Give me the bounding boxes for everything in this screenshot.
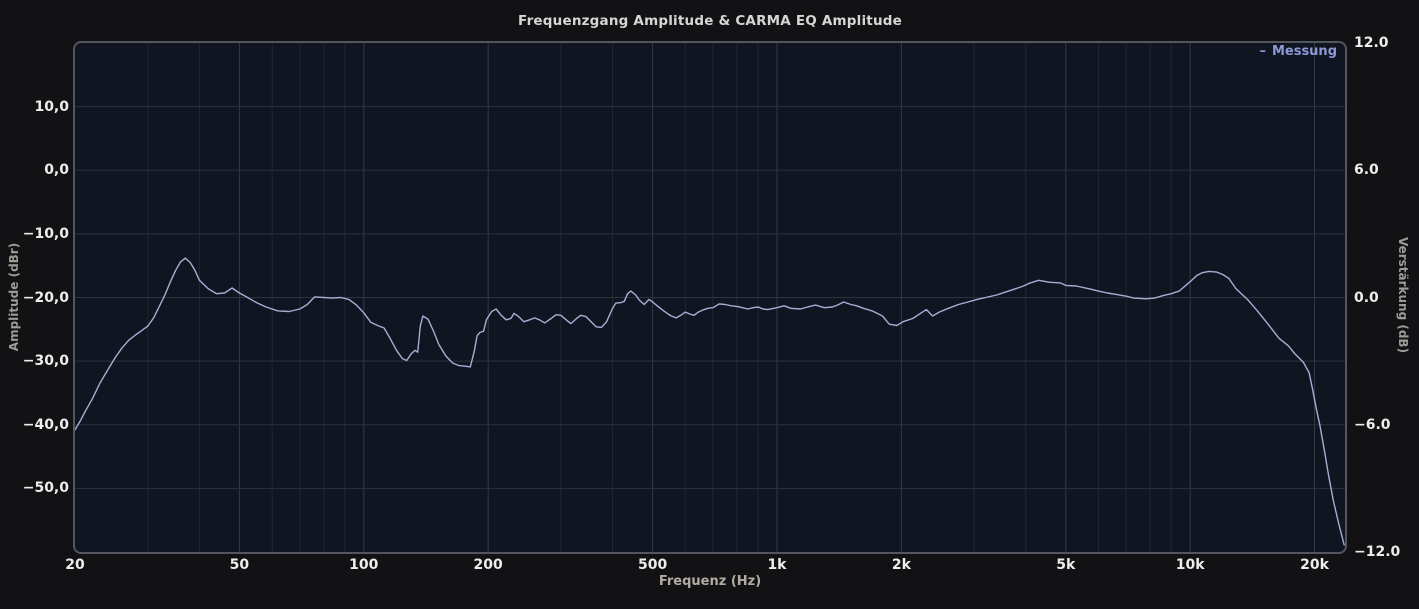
y-left-tick--50: −50,0 [22,480,69,497]
y-left-tick--20: −20,0 [22,289,69,306]
y-left-tick--10: −10,0 [22,225,69,242]
y-left-tick-0: 0,0 [44,162,69,179]
legend-label: Messung [1271,44,1337,59]
plot-canvas [75,43,1345,552]
y-left-tick-10: 10,0 [34,98,69,115]
x-tick-5k: 5k [1056,557,1076,573]
y-left-tick--40: −40,0 [22,416,69,433]
x-tick-20k: 20k [1300,557,1329,573]
y-right-tick--12: −12.0 [1354,544,1401,560]
x-tick-1k: 1k [767,557,787,573]
messung-trace [75,257,1345,546]
y-right-tick--6: −6.0 [1354,416,1391,433]
legend-line-marker: – [1259,44,1266,59]
x-axis-label: Frequenz (Hz) [658,574,762,589]
y-right-tick-6: 6.0 [1354,162,1379,179]
x-tick-500: 500 [637,557,668,573]
chart-title: Frequenzgang Amplitude & CARMA EQ Amplit… [518,13,902,29]
y-right-tick-12: 12.0 [1354,35,1389,51]
y-right-tick-0: 0.0 [1354,289,1379,306]
y-left-tick--30: −30,0 [22,353,69,370]
x-tick-100: 100 [349,557,379,573]
x-tick-20: 20 [65,557,85,573]
x-tick-200: 200 [473,557,503,573]
x-tick-2k: 2k [891,557,911,573]
legend-messung[interactable]: – Messung [1259,44,1337,59]
x-tick-50: 50 [229,557,250,573]
x-tick-10k: 10k [1175,557,1205,573]
